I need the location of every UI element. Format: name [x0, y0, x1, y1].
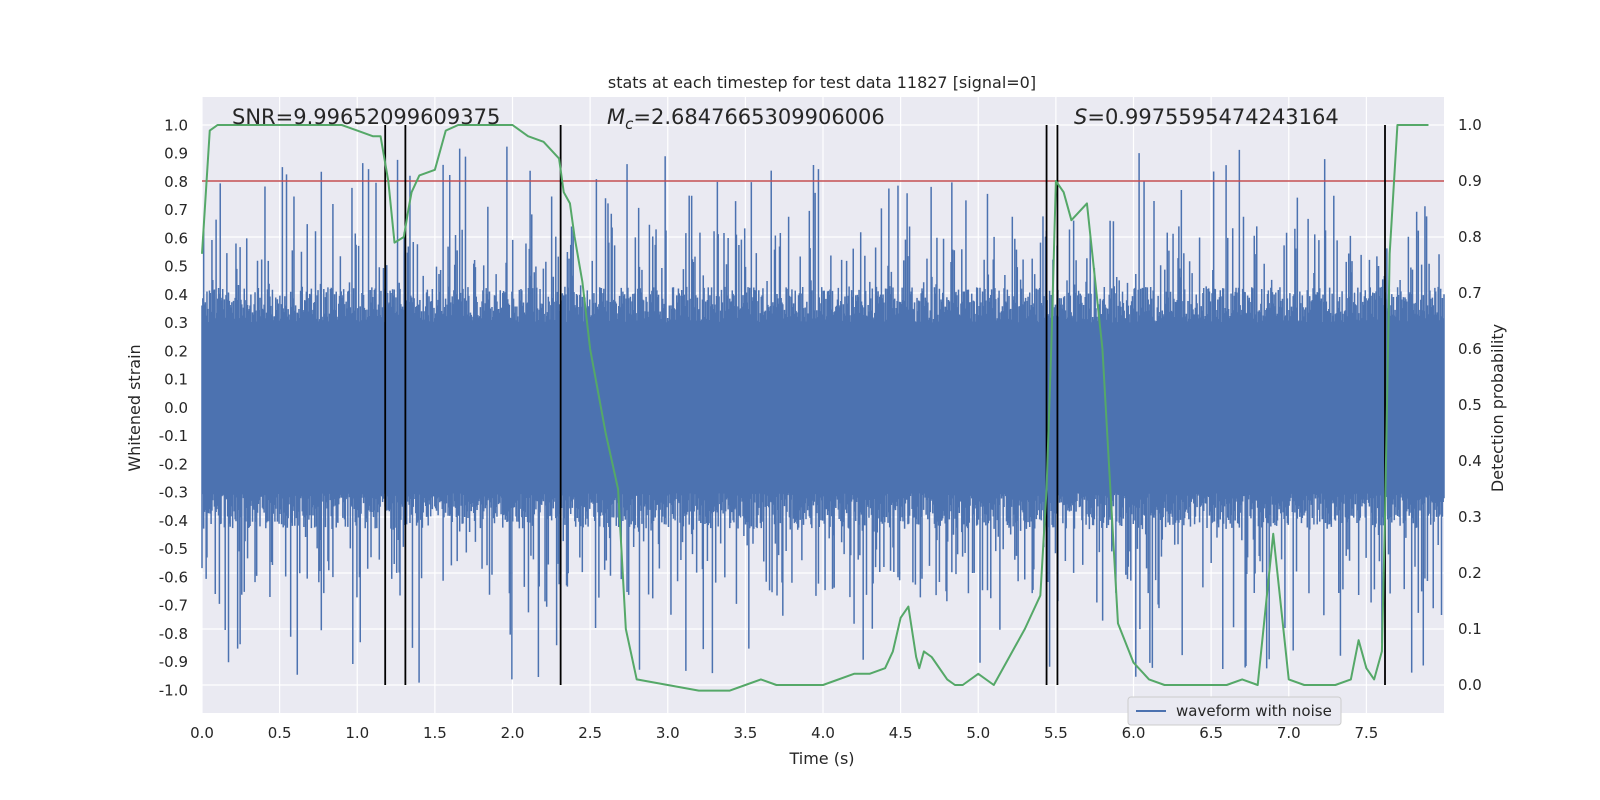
left-y-tick-label: -1.0	[159, 681, 188, 699]
right-y-tick-label: 0.3	[1458, 508, 1482, 526]
left-y-tick-label: 0.7	[164, 201, 188, 219]
x-tick-label: 2.5	[578, 724, 602, 742]
right-y-tick-label: 0.0	[1458, 676, 1482, 694]
x-tick-label: 7.0	[1277, 724, 1301, 742]
x-tick-label: 5.0	[966, 724, 990, 742]
left-y-tick-label: 0.0	[164, 399, 188, 417]
x-tick-label: 0.0	[190, 724, 214, 742]
right-y-tick-label: 0.6	[1458, 340, 1482, 358]
x-tick-label: 5.5	[1044, 724, 1068, 742]
left-y-tick-label: 0.8	[164, 173, 188, 191]
left-y-tick-label: -0.6	[159, 568, 188, 586]
waveform-series	[201, 146, 1445, 683]
left-y-tick-label: 0.2	[164, 342, 188, 360]
right-y-tick-label: 0.2	[1458, 564, 1482, 582]
legend: waveform with noise	[1127, 696, 1342, 726]
mc-subscript: c	[625, 115, 634, 133]
left-y-tick-label: 0.5	[164, 258, 188, 276]
x-tick-label: 2.0	[501, 724, 525, 742]
x-tick-label: 0.5	[268, 724, 292, 742]
right-y-tick-label: 0.1	[1458, 620, 1482, 638]
left-y-tick-label: -0.9	[159, 653, 188, 671]
y-axis-label-right: Detection probability	[1488, 324, 1507, 492]
x-axis-label: Time (s)	[788, 749, 854, 768]
left-y-tick-label: 0.6	[164, 229, 188, 247]
s-symbol: S	[1074, 105, 1087, 129]
left-y-tick-label: 1.0	[164, 116, 188, 134]
probability-line	[201, 124, 1429, 692]
x-tick-label: 6.0	[1122, 724, 1146, 742]
chirp-mass-annotation: Mc=2.6847665309906006	[607, 105, 885, 133]
left-y-tick-label: -0.2	[159, 455, 188, 473]
left-y-tick-label: -0.3	[159, 484, 188, 502]
x-tick-label: 4.5	[889, 724, 913, 742]
probability-series-group	[201, 124, 1429, 692]
right-y-tick-label: 1.0	[1458, 116, 1482, 134]
right-y-tick-label: 0.7	[1458, 284, 1482, 302]
right-y-tick-label: 0.4	[1458, 452, 1482, 470]
chart-title: stats at each timestep for test data 118…	[608, 73, 1036, 92]
snr-annotation: SNR=9.99652099609375	[232, 105, 500, 129]
x-tick-label: 4.0	[811, 724, 835, 742]
mc-value: =2.6847665309906006	[633, 105, 884, 129]
left-y-ticks: -1.0 -0.9 -0.8 -0.7 -0.6 -0.5 -0.4 -0.3 -0.2 -0.1…	[159, 116, 188, 699]
x-tick-label: 1.0	[345, 724, 369, 742]
right-y-tick-label: 0.8	[1458, 228, 1482, 246]
left-y-tick-label: -0.1	[159, 427, 188, 445]
waveform-line	[201, 146, 1445, 683]
right-y-tick-label: 0.5	[1458, 396, 1482, 414]
x-tick-label: 7.5	[1354, 724, 1378, 742]
right-y-tick-label: 0.9	[1458, 172, 1482, 190]
x-tick-label: 6.5	[1199, 724, 1223, 742]
x-tick-label: 3.0	[656, 724, 680, 742]
left-y-tick-label: -0.4	[159, 512, 188, 530]
left-y-tick-label: 0.9	[164, 145, 188, 163]
x-ticks: 0.0 0.5 1.0 1.5 2.0 2.5 3.0 3.5 4.0 4.5 5.0 5.5 6.0 6…	[190, 724, 1378, 742]
s-value: =0.9975595474243164	[1087, 105, 1338, 129]
left-y-tick-label: -0.7	[159, 597, 188, 615]
x-tick-label: 1.5	[423, 724, 447, 742]
mc-symbol: M	[607, 105, 625, 129]
y-axis-label-left: Whitened strain	[125, 344, 144, 471]
x-tick-label: 3.5	[733, 724, 757, 742]
event-lines	[384, 125, 1386, 685]
legend-box	[1127, 696, 1342, 726]
s-annotation: S=0.9975595474243164	[1074, 105, 1339, 129]
left-y-tick-label: -0.5	[159, 540, 188, 558]
legend-label: waveform with noise	[1176, 702, 1332, 720]
right-y-ticks: 0.0 0.1 0.2 0.3 0.4 0.5 0.6 0.7 0.8 0.9 1.0	[1458, 116, 1482, 694]
left-y-tick-label: 0.3	[164, 314, 188, 332]
left-y-tick-label: 0.4	[164, 286, 188, 304]
left-y-tick-label: 0.1	[164, 371, 188, 389]
left-y-tick-label: -0.8	[159, 625, 188, 643]
